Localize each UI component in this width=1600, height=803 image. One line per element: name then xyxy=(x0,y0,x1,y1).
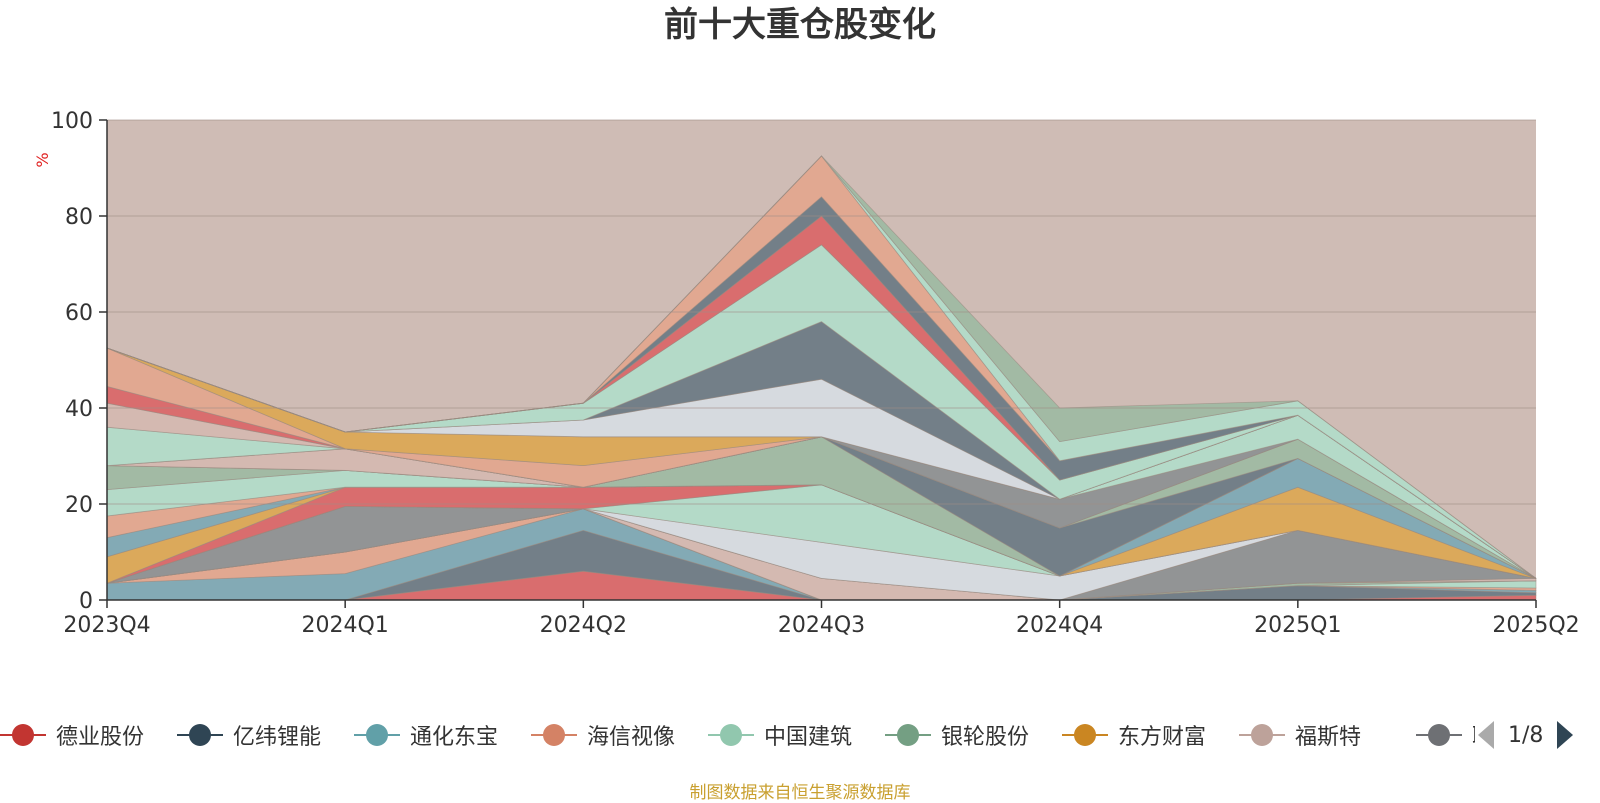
legend-item[interactable]: 银轮股份 xyxy=(885,715,1029,755)
x-tick-label: 2025Q2 xyxy=(1492,613,1579,638)
legend-item[interactable]: 东方财富 xyxy=(1062,715,1206,755)
legend-prev-page-icon[interactable] xyxy=(1478,721,1494,749)
legend-item[interactable]: 亿纬锂能 xyxy=(177,715,321,755)
legend-item[interactable]: 中国建筑 xyxy=(708,715,852,755)
x-tick-label: 2024Q2 xyxy=(540,613,627,638)
legend-marker-icon xyxy=(1416,723,1462,747)
legend-label: 福斯特 xyxy=(1295,725,1362,750)
legend-label: 通化东宝 xyxy=(410,725,499,750)
x-tick-label: 2024Q4 xyxy=(1016,613,1103,638)
y-axis-unit-label: % xyxy=(33,152,52,167)
x-tick-label: 2023Q4 xyxy=(63,613,150,638)
legend-item[interactable]: 联瑞新材 xyxy=(1416,715,1475,755)
source-note: 制图数据来自恒生聚源数据库 xyxy=(689,783,911,803)
legend-marker-icon xyxy=(531,723,577,747)
legend-label: 东方财富 xyxy=(1118,725,1207,750)
legend-label: 银轮股份 xyxy=(941,725,1030,750)
x-tick-label: 2024Q1 xyxy=(302,613,389,638)
axes: 0 20 40 60 80 100 2023Q4 2024Q1 2024Q2 2024Q3 2024… xyxy=(51,109,1580,638)
y-tick-label: 60 xyxy=(65,301,93,326)
legend-pager: 1/8 xyxy=(1470,715,1600,755)
legend-page-indicator: 1/8 xyxy=(1508,722,1544,748)
y-tick-label: 20 xyxy=(65,493,93,518)
legend-item[interactable]: 海信视像 xyxy=(531,715,675,755)
legend-marker-icon xyxy=(354,723,400,747)
grid-lines xyxy=(107,119,1536,505)
chart-title: 前十大重仓股变化 xyxy=(664,5,936,45)
legend: 德业股份 亿纬锂能 通化东宝 海信视像 中国建筑 银轮股份 东方财富 福斯特 联瑞新材 1/8 xyxy=(0,715,1600,755)
legend-label: 亿纬锂能 xyxy=(233,725,322,750)
legend-item[interactable]: 通化东宝 xyxy=(354,715,498,755)
legend-marker-icon xyxy=(0,723,46,747)
legend-item[interactable]: 德业股份 xyxy=(0,715,144,755)
legend-item[interactable]: 福斯特 xyxy=(1239,715,1361,755)
plot-area xyxy=(106,120,1537,601)
x-tick-label: 2024Q3 xyxy=(778,613,865,638)
legend-marker-icon xyxy=(885,723,931,747)
legend-label: 联瑞新材 xyxy=(1472,719,1475,751)
legend-items: 德业股份 亿纬锂能 通化东宝 海信视像 中国建筑 银轮股份 东方财富 福斯特 联瑞新材 xyxy=(0,715,1475,755)
y-tick-label: 40 xyxy=(65,397,93,422)
legend-label: 海信视像 xyxy=(587,725,676,750)
legend-marker-icon xyxy=(1239,723,1285,747)
legend-label: 中国建筑 xyxy=(764,725,853,750)
area-series-35[interactable] xyxy=(106,155,1537,579)
legend-marker-icon xyxy=(1062,723,1108,747)
legend-marker-icon xyxy=(177,723,223,747)
legend-label: 德业股份 xyxy=(56,725,145,750)
legend-marker-icon xyxy=(708,723,754,747)
y-tick-label: 80 xyxy=(65,205,93,230)
y-tick-label: 0 xyxy=(79,589,93,614)
legend-next-page-icon[interactable] xyxy=(1557,721,1574,749)
y-tick-label: 100 xyxy=(51,109,93,134)
x-tick-label: 2025Q1 xyxy=(1254,613,1341,638)
